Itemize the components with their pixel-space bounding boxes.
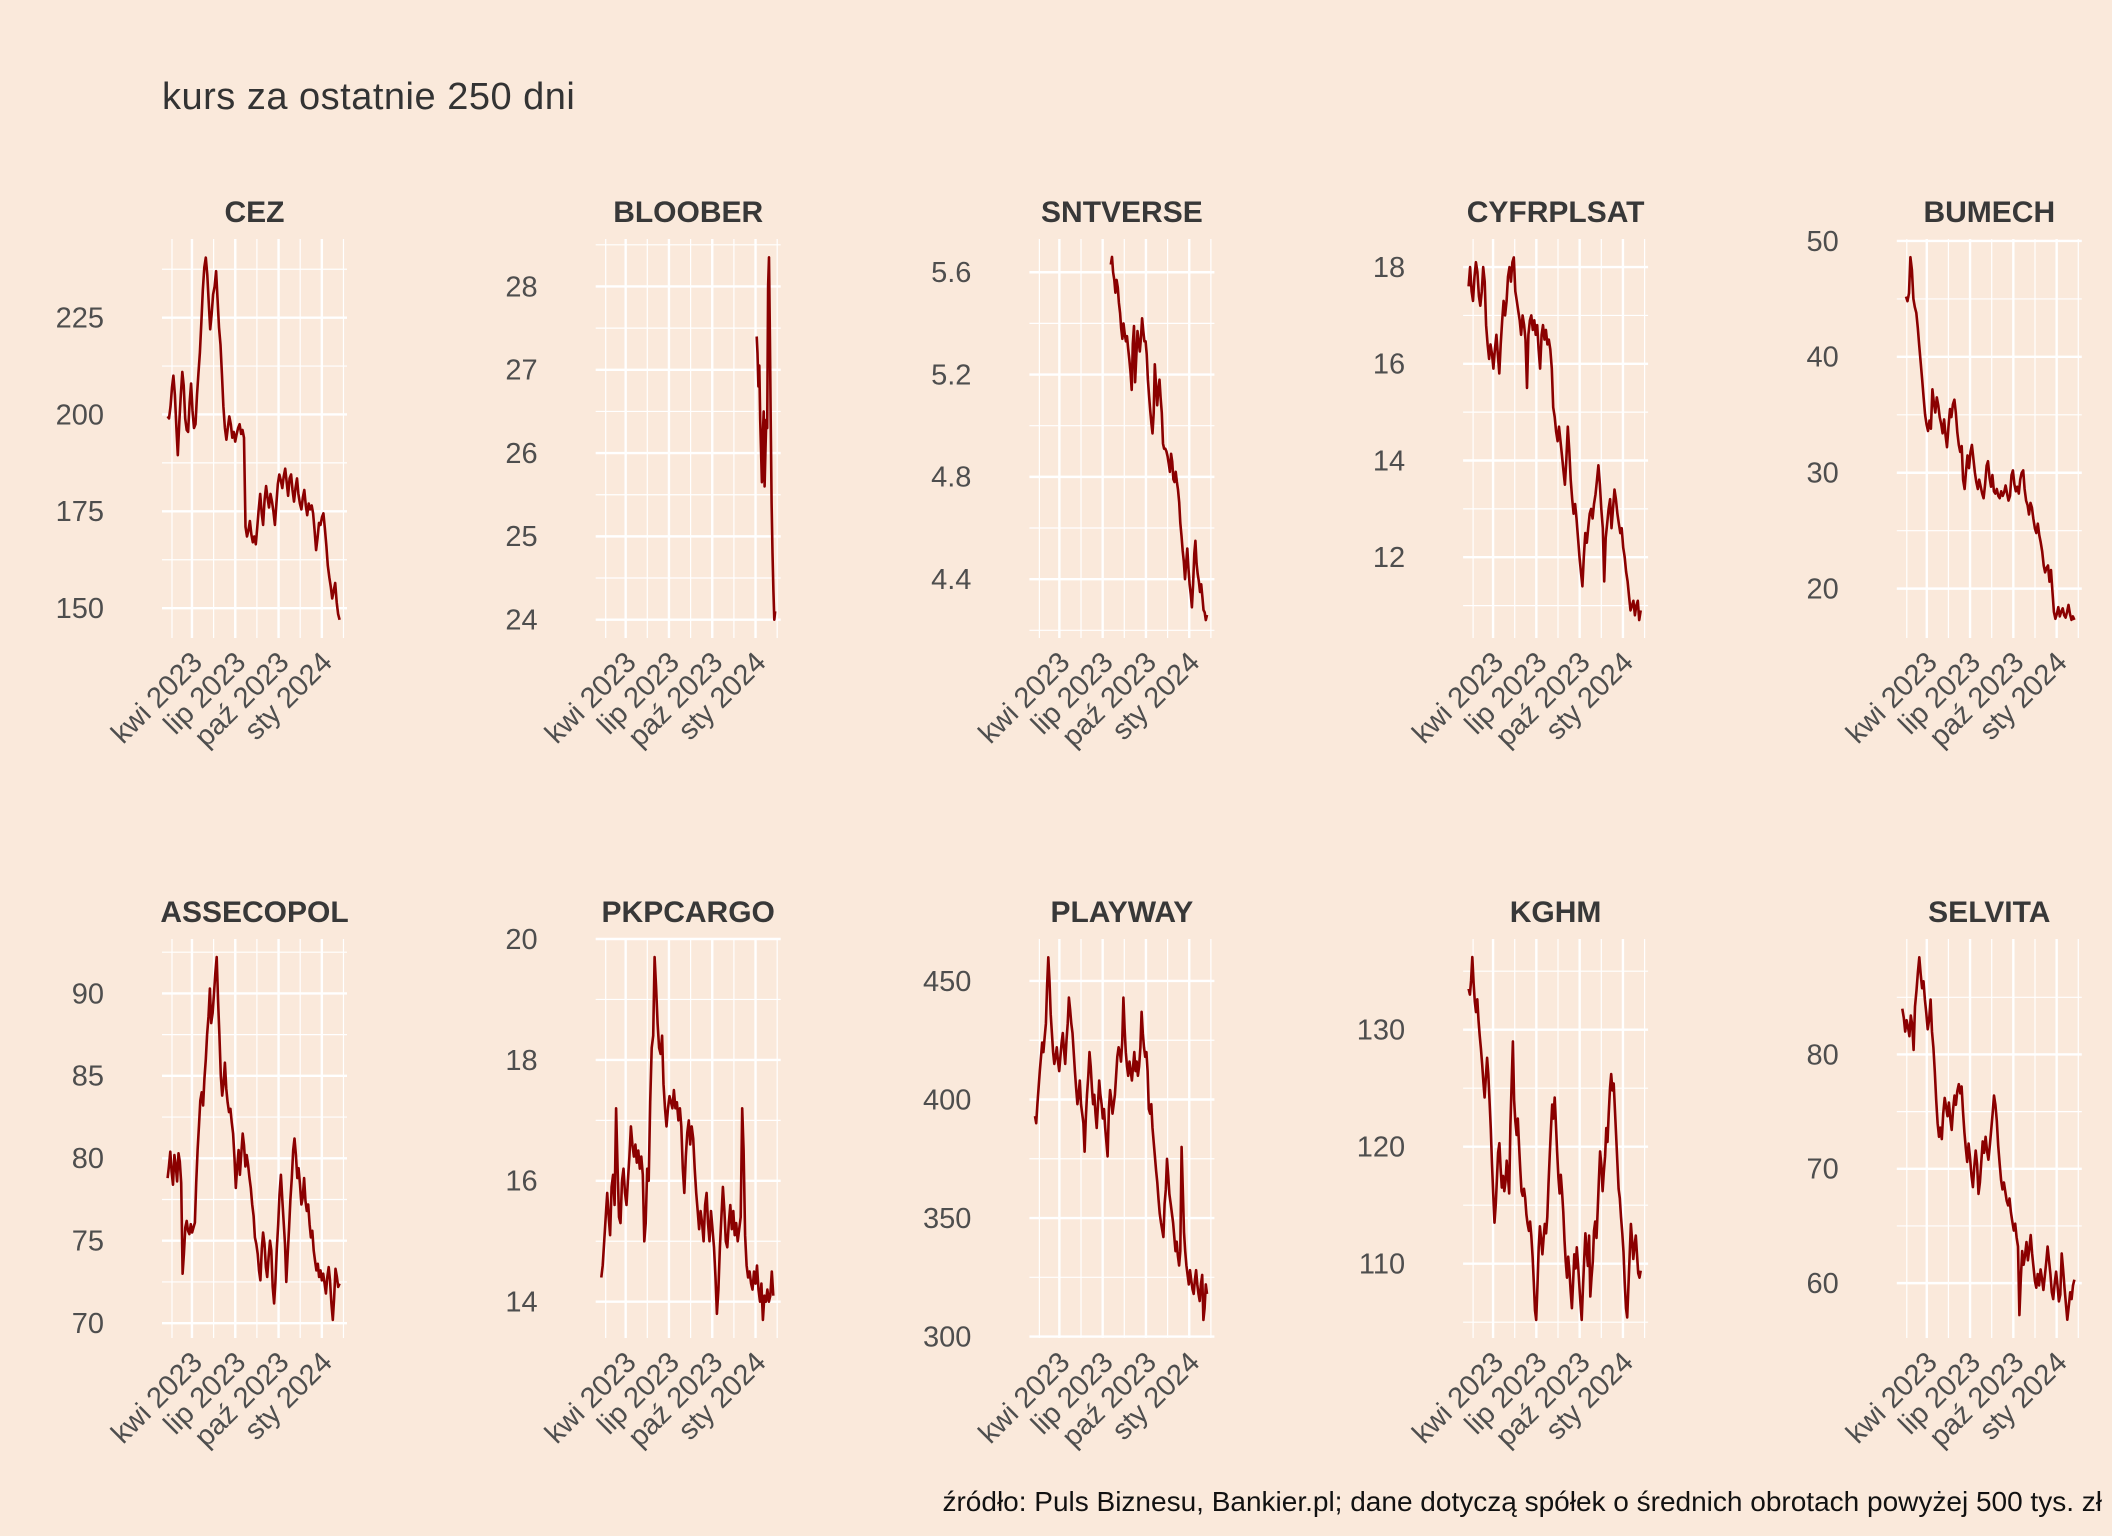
y-tick-label: 150 xyxy=(56,593,104,625)
page-title: kurs za ostatnie 250 dni xyxy=(162,76,576,118)
y-tick-label: 18 xyxy=(505,1045,537,1077)
facet-title: SELVITA xyxy=(1928,896,2050,929)
y-tick-label: 50 xyxy=(1807,226,1839,258)
y-tick-label: 27 xyxy=(505,355,537,387)
y-tick-label: 450 xyxy=(923,966,971,998)
y-tick-label: 14 xyxy=(505,1287,537,1319)
y-tick-label: 20 xyxy=(505,924,537,956)
y-tick-label: 120 xyxy=(1357,1132,1405,1164)
y-tick-label: 110 xyxy=(1359,1249,1405,1281)
y-tick-label: 20 xyxy=(1807,573,1839,605)
price-line xyxy=(1467,256,1642,622)
facet-title: CEZ xyxy=(225,196,285,229)
y-tick-label: 30 xyxy=(1807,458,1839,490)
facet-title: BUMECH xyxy=(1923,196,2055,229)
facet-title: ASSECOPOL xyxy=(160,896,348,929)
y-tick-label: 4.8 xyxy=(931,462,971,494)
y-tick-label: 80 xyxy=(72,1143,104,1175)
y-tick-label: 4.4 xyxy=(931,564,971,596)
y-tick-label: 80 xyxy=(1807,1039,1839,1071)
y-tick-label: 28 xyxy=(505,271,537,303)
y-tick-label: 60 xyxy=(1807,1268,1839,1300)
y-tick-label: 12 xyxy=(1373,542,1405,574)
y-tick-label: 225 xyxy=(56,302,104,334)
price-line xyxy=(1109,255,1209,622)
price-line xyxy=(1901,955,2076,1321)
facet-title: SNTVERSE xyxy=(1041,196,1203,229)
y-tick-label: 85 xyxy=(72,1061,104,1093)
y-tick-label: 70 xyxy=(72,1308,104,1340)
y-tick-label: 90 xyxy=(72,978,104,1010)
y-tick-label: 70 xyxy=(1807,1154,1839,1186)
price-line xyxy=(166,256,341,621)
facet-title: PLAYWAY xyxy=(1050,896,1193,929)
y-tick-label: 200 xyxy=(56,399,104,431)
source-note: źródło: Puls Biznesu, Bankier.pl; dane d… xyxy=(942,1486,2102,1517)
price-line xyxy=(1904,255,2076,622)
facet-title: CYFRPLSAT xyxy=(1467,196,1645,229)
facet-title: KGHM xyxy=(1510,896,1602,929)
y-tick-label: 5.2 xyxy=(931,359,971,391)
y-tick-label: 175 xyxy=(56,496,104,528)
price-line xyxy=(166,955,341,1322)
y-tick-label: 24 xyxy=(505,605,537,637)
price-line xyxy=(1033,955,1209,1322)
y-tick-label: 14 xyxy=(1373,445,1405,477)
y-tick-label: 25 xyxy=(505,521,537,553)
y-tick-label: 400 xyxy=(923,1084,971,1116)
facet-title: PKPCARGO xyxy=(602,896,775,929)
y-tick-label: 130 xyxy=(1357,1015,1405,1047)
price-line xyxy=(1467,955,1642,1322)
y-tick-label: 300 xyxy=(923,1321,971,1353)
y-tick-label: 16 xyxy=(1373,349,1405,381)
y-tick-label: 18 xyxy=(1373,252,1405,284)
y-tick-label: 350 xyxy=(923,1203,971,1235)
price-line xyxy=(600,955,775,1322)
y-tick-label: 16 xyxy=(505,1166,537,1198)
facet-title: BLOOBER xyxy=(613,196,763,229)
y-tick-label: 40 xyxy=(1807,342,1839,374)
y-tick-label: 26 xyxy=(505,438,537,470)
price-line xyxy=(755,255,777,622)
y-tick-label: 75 xyxy=(72,1226,104,1258)
y-tick-label: 5.6 xyxy=(931,257,971,289)
